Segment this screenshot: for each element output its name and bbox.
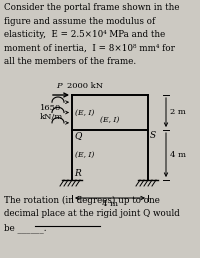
Text: Q: Q — [74, 131, 81, 140]
Text: 1650
kN/m: 1650 kN/m — [40, 104, 63, 121]
Text: S: S — [150, 131, 156, 140]
Text: Consider the portal frame shown in the: Consider the portal frame shown in the — [4, 3, 180, 12]
Text: 2 m: 2 m — [170, 109, 186, 117]
Text: elasticity,  E = 2.5×10⁴ MPa and the: elasticity, E = 2.5×10⁴ MPa and the — [4, 30, 165, 39]
Text: 4 m: 4 m — [170, 151, 186, 159]
Text: P: P — [56, 82, 62, 90]
Text: be ______.: be ______. — [4, 223, 46, 233]
Text: 4 m: 4 m — [102, 200, 118, 208]
Text: (E, I): (E, I) — [100, 116, 120, 124]
Text: (E, I): (E, I) — [75, 109, 94, 117]
Text: moment of inertia,  I = 8×10⁸ mm⁴ for: moment of inertia, I = 8×10⁸ mm⁴ for — [4, 44, 175, 52]
Text: decimal place at the rigid joint Q would: decimal place at the rigid joint Q would — [4, 209, 180, 219]
Text: The rotation (in degrees) up to one: The rotation (in degrees) up to one — [4, 196, 160, 205]
Text: figure and assume the modulus of: figure and assume the modulus of — [4, 17, 155, 26]
Text: (E, I): (E, I) — [75, 151, 94, 159]
Text: 2000 kN: 2000 kN — [67, 82, 103, 90]
Text: all the members of the frame.: all the members of the frame. — [4, 57, 136, 66]
Text: R: R — [74, 169, 81, 178]
